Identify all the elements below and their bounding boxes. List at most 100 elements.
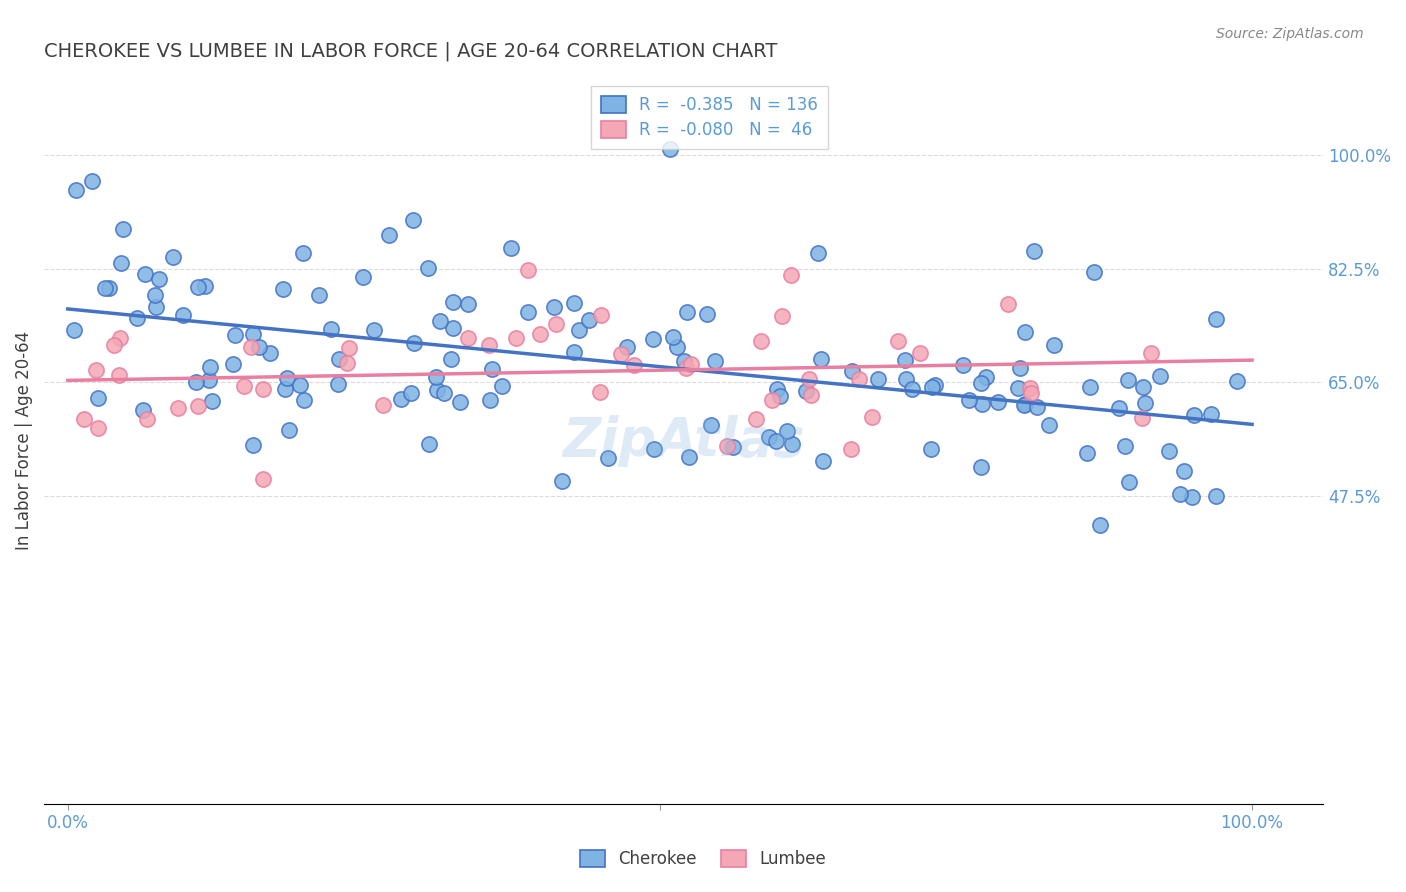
Point	[887, 334, 910, 348]
Y-axis label: In Labor Force | Age 20-64: In Labor Force | Age 20-64	[15, 331, 32, 550]
Point	[794, 384, 817, 399]
Point	[769, 389, 792, 403]
Point	[1088, 518, 1111, 533]
Point	[148, 272, 170, 286]
Point	[259, 346, 281, 360]
Point	[73, 412, 96, 426]
Point	[860, 410, 883, 425]
Point	[696, 307, 718, 321]
Point	[543, 300, 565, 314]
Point	[402, 335, 425, 350]
Point	[1114, 439, 1136, 453]
Point	[987, 395, 1010, 409]
Text: Source: ZipAtlas.com: Source: ZipAtlas.com	[1216, 27, 1364, 41]
Point	[1008, 361, 1031, 376]
Text: CHEROKEE VS LUMBEE IN LABOR FORCE | AGE 20-64 CORRELATION CHART: CHEROKEE VS LUMBEE IN LABOR FORCE | AGE …	[44, 42, 778, 62]
Point	[252, 472, 274, 486]
Point	[136, 412, 159, 426]
Point	[274, 382, 297, 396]
Point	[457, 297, 479, 311]
Point	[194, 279, 217, 293]
Point	[678, 450, 700, 465]
Point	[896, 372, 918, 386]
Point	[841, 364, 863, 378]
Point	[761, 392, 783, 407]
Point	[337, 342, 360, 356]
Point	[1130, 411, 1153, 425]
Point	[551, 475, 574, 489]
Point	[242, 327, 264, 342]
Point	[997, 297, 1019, 311]
Point	[776, 424, 799, 438]
Point	[1205, 311, 1227, 326]
Point	[568, 324, 591, 338]
Point	[389, 392, 412, 406]
Point	[659, 142, 682, 156]
Point	[479, 392, 502, 407]
Point	[97, 281, 120, 295]
Point	[352, 270, 374, 285]
Point	[326, 376, 349, 391]
Point	[277, 423, 299, 437]
Point	[335, 356, 357, 370]
Point	[378, 228, 401, 243]
Point	[1116, 374, 1139, 388]
Point	[240, 340, 263, 354]
Point	[1042, 338, 1064, 352]
Point	[288, 378, 311, 392]
Point	[868, 372, 890, 386]
Point	[807, 246, 830, 260]
Point	[970, 459, 993, 474]
Point	[716, 439, 738, 453]
Point	[516, 263, 538, 277]
Point	[596, 451, 619, 466]
Point	[562, 344, 585, 359]
Point	[810, 351, 832, 366]
Point	[894, 353, 917, 368]
Point	[439, 351, 461, 366]
Point	[167, 401, 190, 415]
Point	[1205, 489, 1227, 503]
Point	[749, 334, 772, 349]
Point	[699, 418, 721, 433]
Point	[433, 386, 456, 401]
Point	[449, 395, 471, 409]
Point	[271, 282, 294, 296]
Point	[952, 358, 974, 372]
Point	[1201, 407, 1223, 421]
Point	[425, 369, 447, 384]
Point	[247, 340, 270, 354]
Point	[308, 288, 330, 302]
Point	[242, 437, 264, 451]
Point	[1133, 396, 1156, 410]
Point	[970, 376, 993, 391]
Point	[665, 340, 688, 354]
Point	[162, 250, 184, 264]
Point	[125, 310, 148, 325]
Point	[758, 430, 780, 444]
Point	[441, 295, 464, 310]
Point	[1170, 486, 1192, 500]
Point	[107, 368, 129, 383]
Point	[704, 354, 727, 368]
Point	[222, 357, 245, 371]
Point	[721, 440, 744, 454]
Point	[681, 357, 703, 371]
Point	[1180, 490, 1202, 504]
Point	[1149, 369, 1171, 384]
Point	[765, 382, 787, 396]
Point	[839, 442, 862, 456]
Point	[517, 304, 540, 318]
Point	[132, 403, 155, 417]
Point	[224, 328, 246, 343]
Point	[1225, 374, 1247, 388]
Point	[86, 421, 108, 435]
Point	[765, 434, 787, 448]
Point	[491, 379, 513, 393]
Point	[1157, 444, 1180, 458]
Point	[974, 370, 997, 384]
Point	[481, 362, 503, 376]
Point	[87, 391, 110, 405]
Point	[779, 268, 801, 283]
Point	[198, 359, 221, 374]
